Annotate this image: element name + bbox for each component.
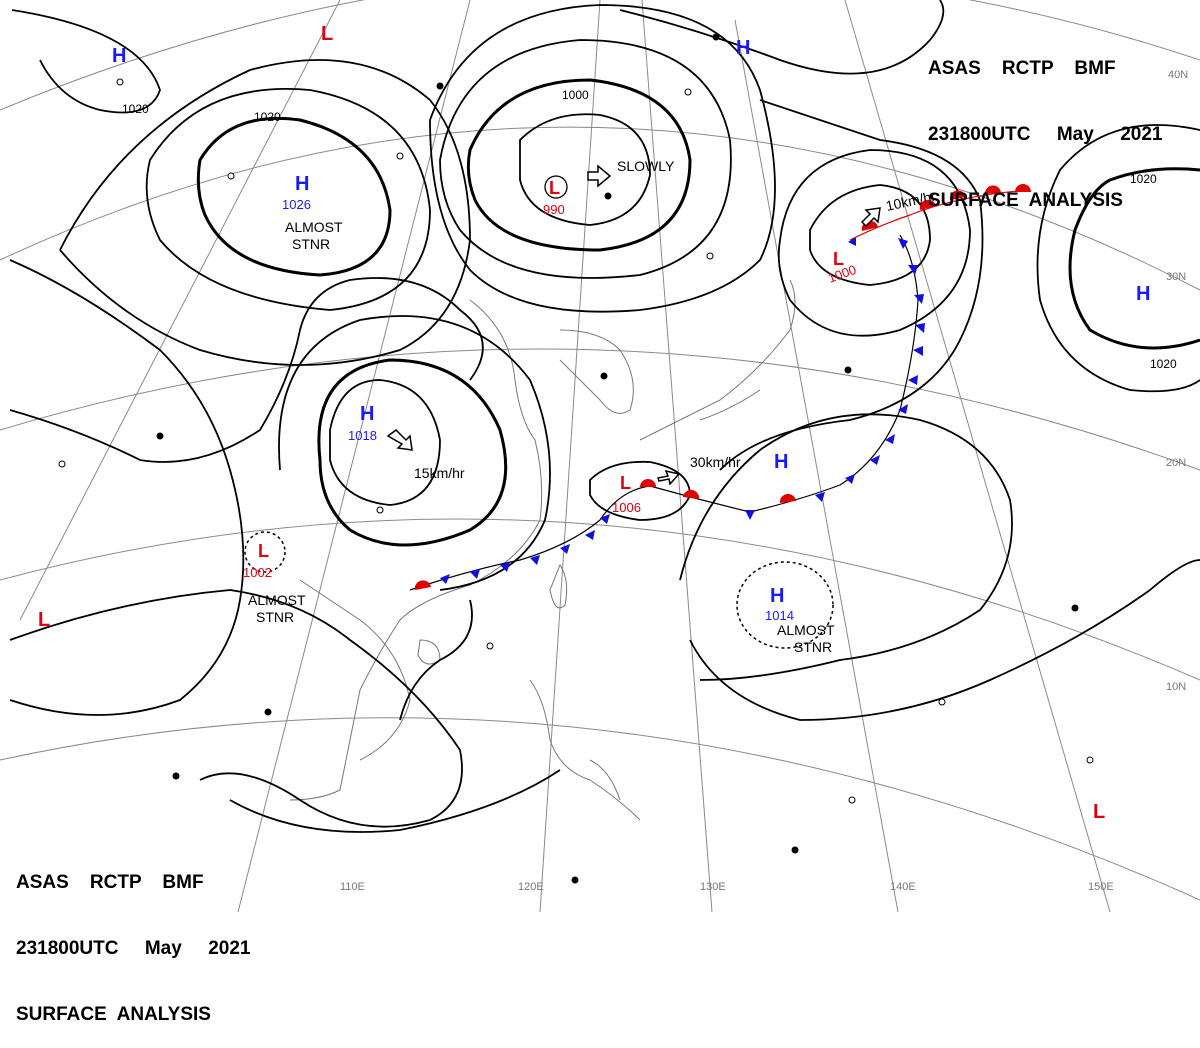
station-marker	[707, 253, 713, 259]
annotation-30kmhr: 30km/hr	[690, 454, 741, 470]
isobar-label-5: 1020	[1150, 357, 1177, 371]
low-center-990: L	[549, 178, 560, 198]
annotation-slowly: SLOWLY	[617, 158, 675, 174]
station-marker	[792, 847, 798, 853]
station-marker	[487, 643, 493, 649]
annotation-15kmhr: 15km/hr	[414, 465, 465, 481]
lon-label-150e: 150E	[1088, 881, 1114, 893]
station-marker	[437, 83, 443, 89]
station-marker	[1087, 757, 1093, 763]
lon-label-140e: 140E	[890, 881, 916, 893]
header-bottom-line1: ASAS RCTP BMF	[16, 872, 250, 894]
station-marker	[265, 709, 271, 715]
low-center-north: L	[321, 23, 333, 45]
header-top-line1: ASAS RCTP BMF	[928, 58, 1162, 80]
lat-label-20n: 20N	[1166, 457, 1186, 469]
lat-label-10n: 10N	[1166, 681, 1186, 693]
station-marker	[59, 461, 65, 467]
station-marker	[173, 773, 179, 779]
header-bottom-line3: SURFACE ANALYSIS	[16, 1004, 250, 1026]
high-center-1026: H	[295, 173, 309, 195]
station-marker	[601, 373, 607, 379]
high-center-east-front: H	[774, 451, 788, 473]
header-top-line3: SURFACE ANALYSIS	[928, 190, 1162, 212]
header-bottom-line2: 231800UTC May 2021	[16, 938, 250, 960]
annotation-stnr-1014-line2: STNR	[794, 639, 832, 655]
isobar-label-3: 1000	[562, 88, 589, 102]
station-marker	[845, 367, 851, 373]
lon-label-110e: 110E	[340, 881, 365, 893]
isobar-label-1: 1020	[122, 102, 149, 116]
low-center-1002: L	[258, 541, 269, 561]
high-center-ne: H	[736, 37, 750, 59]
lat-label-40n: 40N	[1168, 69, 1188, 81]
station-marker	[605, 193, 611, 199]
header-top-line2: 231800UTC May 2021	[928, 124, 1162, 146]
station-marker	[1072, 605, 1078, 611]
station-marker	[713, 34, 719, 40]
high-center-1018-value: 1018	[348, 428, 377, 443]
low-center-1002-value: 1002	[243, 565, 272, 580]
low-center-west: L	[38, 609, 50, 631]
high-center-1018: H	[360, 403, 374, 425]
lon-label-120e: 120E	[518, 881, 544, 893]
station-marker	[377, 507, 383, 513]
station-marker	[397, 153, 403, 159]
low-center-990-value: 990	[543, 202, 565, 217]
station-marker	[572, 877, 578, 883]
station-marker	[849, 797, 855, 803]
station-marker	[117, 79, 123, 85]
high-center-nw: H	[112, 45, 126, 67]
high-center-far-east: H	[1136, 283, 1150, 305]
low-center-southeast: L	[1093, 801, 1105, 823]
lon-label-130e: 130E	[700, 881, 726, 893]
annotation-stnr-1002-line2: STNR	[256, 609, 294, 625]
low-center-1006: L	[620, 473, 631, 493]
lat-label-30n: 30N	[1166, 271, 1186, 283]
high-center-1014: H	[770, 585, 784, 607]
station-marker	[939, 699, 945, 705]
station-marker	[157, 433, 163, 439]
header-bottom: ASAS RCTP BMF 231800UTC May 2021 SURFACE…	[16, 828, 250, 1048]
annotation-stnr-1026-line1: ALMOST	[285, 219, 343, 235]
annotation-stnr-1026-line2: STNR	[292, 236, 330, 252]
low-center-1006-value: 1006	[612, 500, 641, 515]
station-marker	[685, 89, 691, 95]
station-marker	[228, 173, 234, 179]
annotation-stnr-1002-line1: ALMOST	[248, 592, 306, 608]
isobar-label-2: 1020	[254, 110, 281, 124]
high-center-1014-value: 1014	[765, 608, 794, 623]
high-center-1026-value: 1026	[282, 197, 311, 212]
header-top: ASAS RCTP BMF 231800UTC May 2021 SURFACE…	[928, 14, 1162, 234]
annotation-stnr-1014-line1: ALMOST	[777, 622, 835, 638]
